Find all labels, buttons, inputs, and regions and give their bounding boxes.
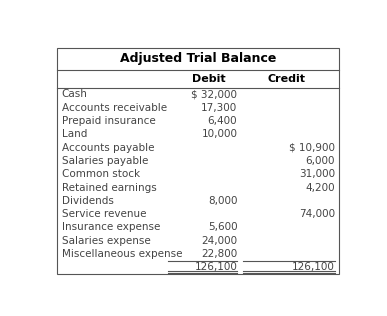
Text: Insurance expense: Insurance expense [62,222,160,232]
Text: 10,000: 10,000 [201,129,237,139]
Text: Adjusted Trial Balance: Adjusted Trial Balance [120,52,277,65]
Text: 6,000: 6,000 [305,156,335,166]
Text: Cash: Cash [62,89,88,100]
Text: 8,000: 8,000 [208,196,237,206]
Text: Dividends: Dividends [62,196,114,206]
Text: Land: Land [62,129,87,139]
Text: 24,000: 24,000 [201,236,237,246]
Text: 74,000: 74,000 [299,209,335,219]
Text: Salaries payable: Salaries payable [62,156,148,166]
Text: Accounts payable: Accounts payable [62,143,154,153]
Text: Salaries expense: Salaries expense [62,236,151,246]
Text: Retained earnings: Retained earnings [62,183,157,192]
Text: 31,000: 31,000 [299,169,335,179]
Text: Debit: Debit [192,74,226,84]
Text: Credit: Credit [267,74,305,84]
Text: 17,300: 17,300 [201,103,237,113]
Text: Accounts receivable: Accounts receivable [62,103,167,113]
Text: Miscellaneous expense: Miscellaneous expense [62,249,182,259]
Text: 126,100: 126,100 [194,262,237,272]
Text: 4,200: 4,200 [305,183,335,192]
Text: Common stock: Common stock [62,169,140,179]
Text: $ 10,900: $ 10,900 [289,143,335,153]
Text: 22,800: 22,800 [201,249,237,259]
Text: 6,400: 6,400 [208,116,237,126]
Text: Service revenue: Service revenue [62,209,146,219]
Text: $ 32,000: $ 32,000 [191,89,237,100]
Text: 126,100: 126,100 [292,262,335,272]
Text: Prepaid insurance: Prepaid insurance [62,116,156,126]
Text: 5,600: 5,600 [208,222,237,232]
